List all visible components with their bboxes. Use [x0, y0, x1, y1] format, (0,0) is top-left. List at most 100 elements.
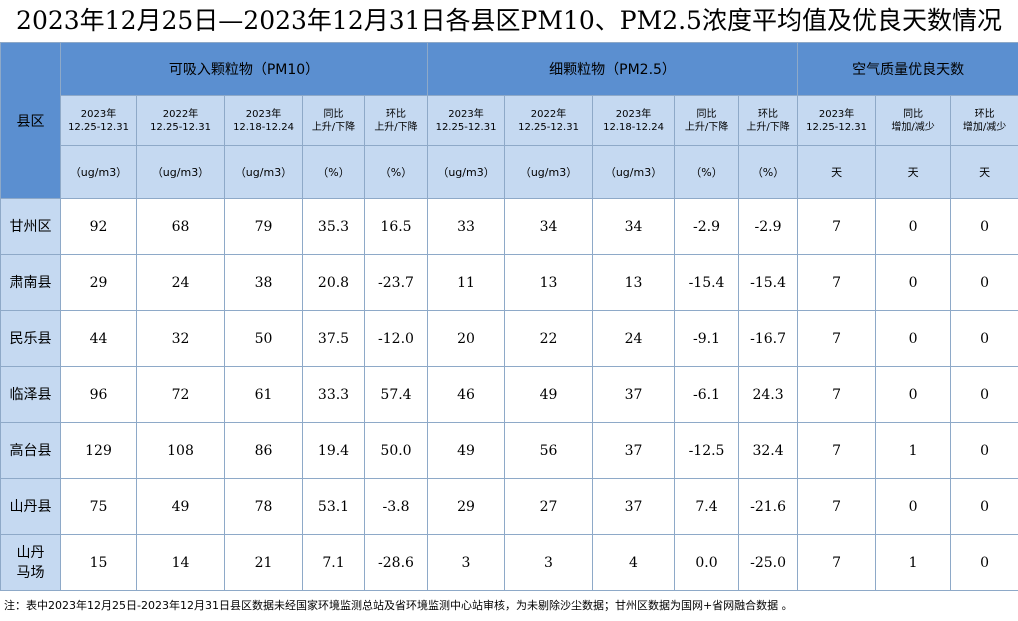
cell-value: 3	[505, 535, 593, 591]
cell-value: -28.6	[365, 535, 428, 591]
cell-value: 129	[61, 423, 137, 479]
cell-value: 24	[593, 311, 675, 367]
sub-header: 环比 增加/减少	[951, 96, 1018, 146]
cell-value: 0	[951, 199, 1018, 255]
unit: （ug/m3）	[137, 146, 225, 199]
county-name: 山丹县	[1, 479, 61, 535]
unit: （ug/m3）	[593, 146, 675, 199]
cell-value: 0	[876, 367, 951, 423]
cell-value: 0	[876, 199, 951, 255]
cell-value: 0	[951, 535, 1018, 591]
cell-value: 22	[505, 311, 593, 367]
county-name: 甘州区	[1, 199, 61, 255]
cell-value: 37	[593, 423, 675, 479]
cell-value: -12.0	[365, 311, 428, 367]
sub-header: 环比 上升/下降	[739, 96, 798, 146]
group-header: 可吸入颗粒物（PM10）	[61, 43, 428, 96]
cell-value: -2.9	[675, 199, 739, 255]
county-name: 临泽县	[1, 367, 61, 423]
cell-value: 27	[505, 479, 593, 535]
group-header: 空气质量优良天数	[798, 43, 1018, 96]
cell-value: 7	[798, 479, 876, 535]
unit: （ug/m3）	[61, 146, 137, 199]
group-header: 细颗粒物（PM2.5）	[428, 43, 798, 96]
cell-value: -15.4	[739, 255, 798, 311]
cell-value: 7.1	[303, 535, 365, 591]
cell-value: 32.4	[739, 423, 798, 479]
cell-value: 38	[225, 255, 303, 311]
sub-header: 2023年 12.25-12.31	[61, 96, 137, 146]
unit-row: （ug/m3）（ug/m3）（ug/m3）（%）（%）（ug/m3）（ug/m3…	[1, 146, 1018, 199]
cell-value: 7.4	[675, 479, 739, 535]
cell-value: 24.3	[739, 367, 798, 423]
cell-value: -23.7	[365, 255, 428, 311]
unit: 天	[798, 146, 876, 199]
sub-header: 同比 增加/减少	[876, 96, 951, 146]
cell-value: 15	[61, 535, 137, 591]
unit: （ug/m3）	[225, 146, 303, 199]
unit: （%）	[303, 146, 365, 199]
sub-header: 2023年 12.18-12.24	[225, 96, 303, 146]
cell-value: 37	[593, 479, 675, 535]
cell-value: -2.9	[739, 199, 798, 255]
group-header-row: 县区可吸入颗粒物（PM10）细颗粒物（PM2.5）空气质量优良天数	[1, 43, 1018, 96]
cell-value: 34	[505, 199, 593, 255]
cell-value: 14	[137, 535, 225, 591]
cell-value: 20.8	[303, 255, 365, 311]
cell-value: 72	[137, 367, 225, 423]
cell-value: 0	[876, 255, 951, 311]
cell-value: 44	[61, 311, 137, 367]
cell-value: 79	[225, 199, 303, 255]
cell-value: 92	[61, 199, 137, 255]
title: 2023年12月25日—2023年12月31日各县区PM10、PM2.5浓度平均…	[0, 0, 1018, 42]
cell-value: -21.6	[739, 479, 798, 535]
cell-value: 61	[225, 367, 303, 423]
cell-value: 0.0	[675, 535, 739, 591]
cell-value: 33	[428, 199, 505, 255]
unit: （%）	[739, 146, 798, 199]
cell-value: -15.4	[675, 255, 739, 311]
county-name: 肃南县	[1, 255, 61, 311]
cell-value: 53.1	[303, 479, 365, 535]
cell-value: 49	[505, 367, 593, 423]
cell-value: 7	[798, 199, 876, 255]
cell-value: 0	[951, 255, 1018, 311]
unit: 天	[951, 146, 1018, 199]
cell-value: -16.7	[739, 311, 798, 367]
unit: （%）	[675, 146, 739, 199]
cell-value: 50.0	[365, 423, 428, 479]
cell-value: 49	[428, 423, 505, 479]
cell-value: -25.0	[739, 535, 798, 591]
cell-value: 75	[61, 479, 137, 535]
cell-value: 7	[798, 311, 876, 367]
cell-value: 21	[225, 535, 303, 591]
cell-value: -12.5	[675, 423, 739, 479]
sub-header: 同比 上升/下降	[303, 96, 365, 146]
cell-value: 37	[593, 367, 675, 423]
cell-value: 32	[137, 311, 225, 367]
sub-header: 同比 上升/下降	[675, 96, 739, 146]
sub-header: 2022年 12.25-12.31	[505, 96, 593, 146]
cell-value: 96	[61, 367, 137, 423]
sub-header: 2023年 12.25-12.31	[798, 96, 876, 146]
cell-value: 7	[798, 535, 876, 591]
sub-header: 2023年 12.25-12.31	[428, 96, 505, 146]
cell-value: 7	[798, 423, 876, 479]
cell-value: 37.5	[303, 311, 365, 367]
corner-header: 县区	[1, 43, 61, 199]
cell-value: 0	[951, 367, 1018, 423]
cell-value: 13	[505, 255, 593, 311]
cell-value: 16.5	[365, 199, 428, 255]
cell-value: 19.4	[303, 423, 365, 479]
cell-value: 49	[137, 479, 225, 535]
cell-value: -9.1	[675, 311, 739, 367]
county-name: 高台县	[1, 423, 61, 479]
unit: （%）	[365, 146, 428, 199]
cell-value: 0	[876, 479, 951, 535]
cell-value: 34	[593, 199, 675, 255]
